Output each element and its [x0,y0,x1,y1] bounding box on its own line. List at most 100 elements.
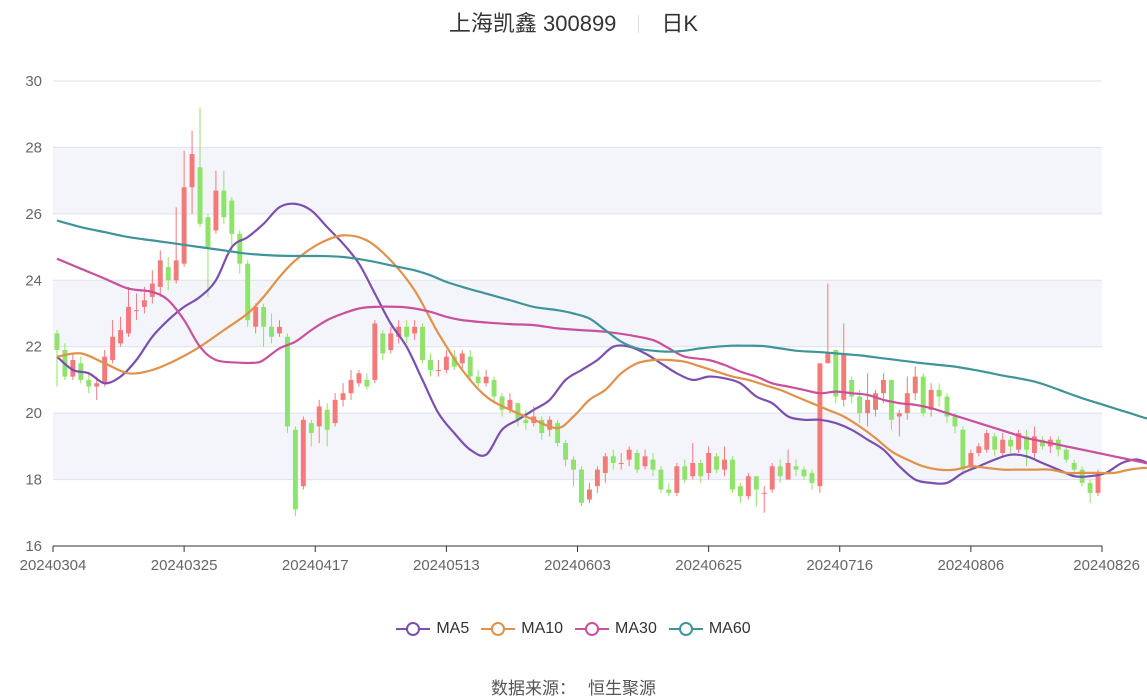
candle-body [690,462,696,477]
candle-body [873,393,878,410]
candle-body [205,217,211,248]
x-axis: 20240304 20240325 20240417 20240513 20240603… [20,545,1140,574]
candle [730,456,735,493]
candle-body [769,466,775,490]
ma-line-ma10 [56,234,1147,475]
legend-marker-icon [668,622,703,636]
candle [809,469,815,490]
candle [650,453,656,477]
candle [300,416,306,490]
candle [761,486,767,513]
candle [539,416,545,440]
candle-body [777,466,783,477]
data-source: 数据来源： 恒生聚源 [0,674,1147,699]
candle-body [944,396,950,417]
candle [873,389,878,417]
candle-body [634,453,640,470]
candle [332,393,338,427]
candle [944,393,950,424]
legend-label: MA60 [708,620,751,637]
candle-body [126,306,131,334]
candle [245,260,251,327]
candle-body [1071,462,1077,470]
candle [579,466,584,507]
candle [205,213,211,297]
legend-marker-dot [585,622,600,636]
candle-body [571,459,576,470]
stock-name: 上海凯鑫 300899 [448,11,617,36]
legend-item-ma10[interactable]: MA10 [481,620,563,638]
candle-body [602,456,608,473]
candle-body [467,356,473,377]
candle-body [420,326,425,360]
candle [690,443,696,480]
candle-body [737,486,743,497]
candle [1087,479,1093,503]
candle [133,293,139,321]
candle [467,350,473,380]
candle-body [149,283,155,297]
x-tick-label: 20240716 [806,557,873,574]
candle [70,353,76,380]
candle-body [197,167,203,224]
candle [594,466,600,493]
candle [992,433,998,457]
candle [777,459,783,483]
x-tick-label: 20240806 [938,557,1005,574]
candle-body [380,333,386,354]
candle-body [960,429,966,470]
candle-body [658,469,664,490]
candle [189,130,195,214]
candle-body [428,360,433,370]
candle [364,373,370,390]
candle-body [523,419,529,424]
candle [745,472,751,500]
candle-body [308,423,314,434]
candle-body [928,389,934,410]
candle-body [165,267,171,281]
candle [912,366,918,400]
candle-body [730,459,735,490]
legend-item-ma30[interactable]: MA30 [575,620,657,638]
candle [817,363,823,493]
candle-body [825,353,831,364]
candle-body [475,376,481,384]
candle [849,376,855,404]
candle [602,453,608,483]
candle-body [793,466,799,470]
candle [1016,429,1022,453]
candle [722,446,727,477]
candle [229,197,235,251]
legend-item-ma5[interactable]: MA5 [396,620,469,638]
legend-marker-icon [575,622,610,636]
candle-body [539,419,545,434]
y-axis: 16 18 20 22 24 26 28 30 [25,73,42,555]
candle-body [976,446,982,453]
candle [888,379,894,430]
candle-body [157,260,163,287]
candle [793,459,799,477]
candle-body [547,419,553,430]
candle-body [388,333,394,351]
legend-marker-icon [481,622,516,636]
candle-body [809,472,815,483]
candle [880,373,886,404]
candle-body [626,449,632,460]
candle [149,270,155,304]
candle [348,369,354,400]
candle [173,207,179,284]
candle [515,403,521,427]
grid-lines [53,80,1102,547]
source-value: 恒生聚源 [588,679,656,698]
candle [284,333,290,434]
candle-body [491,379,497,397]
candle [428,353,433,377]
candle-body [912,376,918,394]
candle-body [451,356,457,367]
candle-body [396,326,402,337]
legend-item-ma60[interactable]: MA60 [668,620,751,638]
band [53,147,1102,214]
candle-body [817,363,823,487]
candle-body [356,373,362,384]
legend-label: MA30 [615,620,657,637]
